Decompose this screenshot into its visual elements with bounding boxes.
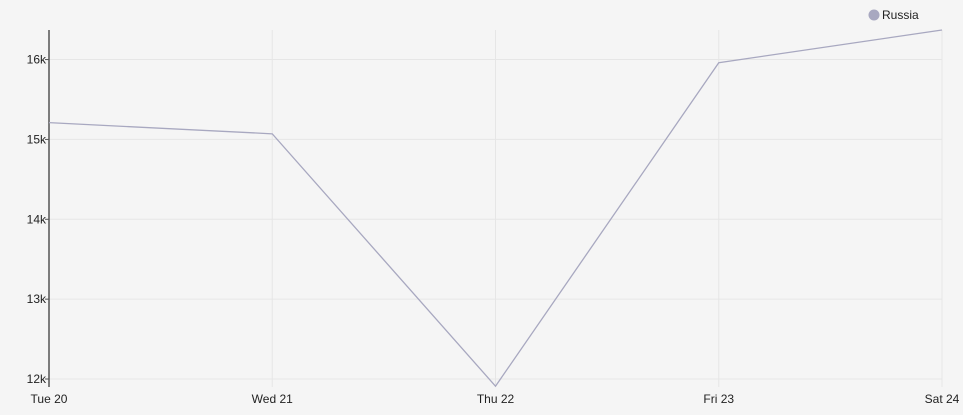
y-tick-label: 13k	[27, 292, 47, 306]
x-tick-label: Sat 24	[925, 392, 960, 406]
series-layer	[48, 29, 943, 388]
x-tick-label: Thu 22	[477, 392, 515, 406]
y-tick-label: 15k	[27, 132, 47, 146]
y-tick-label: 14k	[27, 212, 47, 226]
tick-labels: 12k 13k 14k 15k 16k Tue 20 Wed 21 Thu 22 Fri 23 S…	[27, 53, 960, 406]
y-tick-label: 12k	[27, 372, 47, 386]
y-tick-label: 16k	[27, 53, 47, 67]
legend-marker-russia	[868, 9, 880, 21]
x-tick-label: Wed 21	[252, 392, 293, 406]
legend-label-russia: Russia	[882, 8, 919, 22]
grid-lines	[48, 30, 943, 387]
legend[interactable]: Russia	[868, 8, 920, 22]
x-tick-label: Fri 23	[703, 392, 734, 406]
x-tick-label: Tue 20	[31, 392, 68, 406]
